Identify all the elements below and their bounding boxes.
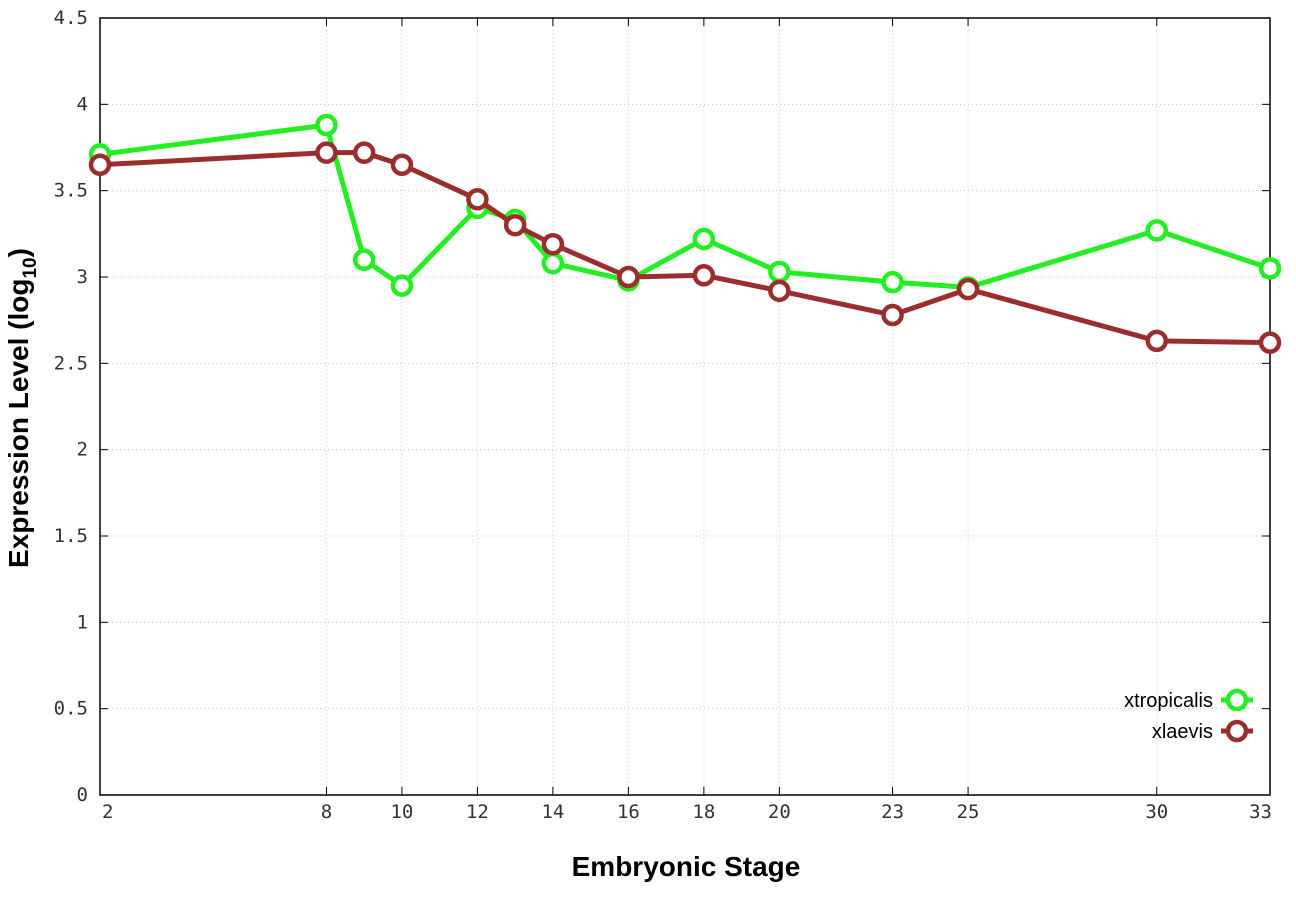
data-point-xlaevis — [352, 141, 376, 164]
data-point-xtropicalis — [1258, 257, 1282, 280]
legend-label: xlaevis — [1152, 721, 1213, 743]
x-tick-label: 23 — [881, 801, 904, 823]
data-point-xlaevis — [541, 232, 565, 256]
x-tick-label: 25 — [957, 801, 980, 823]
data-point-xtropicalis — [352, 248, 376, 271]
y-tick-label: 2.5 — [54, 352, 88, 374]
data-point-xlaevis — [881, 303, 904, 327]
data-point-xtropicalis — [390, 274, 414, 297]
data-point-xtropicalis — [1145, 219, 1169, 242]
y-axis-title-subscript: 10 — [20, 257, 41, 278]
legend-label: xtropicalis — [1124, 690, 1213, 712]
data-point-xlaevis — [617, 265, 640, 289]
series — [88, 113, 1282, 354]
legend-swatch-marker — [1225, 719, 1249, 743]
legend: xtropicalis xlaevis — [1124, 688, 1253, 743]
y-tick-label: 1.5 — [54, 525, 88, 547]
y-tick-label: 2 — [77, 439, 88, 461]
data-point-xlaevis — [768, 279, 791, 303]
x-tick-label: 18 — [692, 801, 715, 823]
data-point-xlaevis — [503, 213, 527, 237]
series-xtropicalis — [88, 113, 1282, 299]
data-point-xlaevis — [1145, 329, 1169, 353]
x-tick-label: 30 — [1145, 801, 1168, 823]
x-tick-label: 10 — [390, 801, 413, 823]
series-xlaevis — [88, 141, 1282, 354]
data-point-xtropicalis — [541, 251, 565, 275]
data-point-xlaevis — [692, 264, 716, 287]
y-tick-label: 3 — [77, 266, 88, 288]
series-line-xtropicalis — [99, 122, 1271, 290]
y-tick-label: 4.5 — [54, 7, 88, 29]
data-point-xlaevis — [466, 188, 489, 211]
legend-item: xtropicalis — [1124, 688, 1253, 712]
data-point-xlaevis — [1258, 331, 1282, 354]
y-axis-title: Expression Level (log10) — [3, 248, 41, 568]
y-axis-title-main: Expression Level (log — [3, 279, 34, 568]
x-tick-label: 33 — [1249, 801, 1272, 823]
legend-item: xlaevis — [1152, 719, 1253, 743]
y-axis-title-close: ) — [3, 248, 34, 257]
data-point-xtropicalis — [768, 260, 791, 284]
legend-swatch-marker — [1225, 688, 1249, 712]
x-tick-label: 14 — [541, 801, 564, 823]
x-tick-label: 16 — [617, 801, 640, 823]
ticks: 0 0.5 1 1.5 2 2.5 3 3.5 4 4.5 2 8 10 12 14 16 18 20 23 25 30… — [54, 7, 1272, 823]
x-tick-label: 8 — [321, 801, 332, 823]
data-point-xtropicalis — [315, 113, 338, 137]
data-point-xlaevis — [88, 153, 112, 177]
plot-frame — [99, 17, 1271, 796]
y-tick-label: 4 — [77, 93, 88, 115]
data-point-xtropicalis — [692, 227, 716, 251]
data-point-xtropicalis — [881, 270, 904, 294]
x-axis-title: Embryonic Stage — [572, 851, 801, 882]
y-tick-label: 1 — [77, 611, 88, 633]
x-tick-label: 12 — [466, 801, 489, 823]
x-tick-label: 20 — [768, 801, 791, 823]
grid — [100, 18, 1270, 795]
y-tick-label: 0 — [77, 784, 88, 806]
y-tick-label: 0.5 — [54, 698, 88, 720]
data-point-xlaevis — [956, 277, 980, 301]
x-tick-label: 2 — [102, 801, 113, 823]
data-point-xlaevis — [390, 153, 414, 177]
data-point-xlaevis — [315, 141, 338, 164]
y-tick-label: 3.5 — [54, 180, 88, 202]
